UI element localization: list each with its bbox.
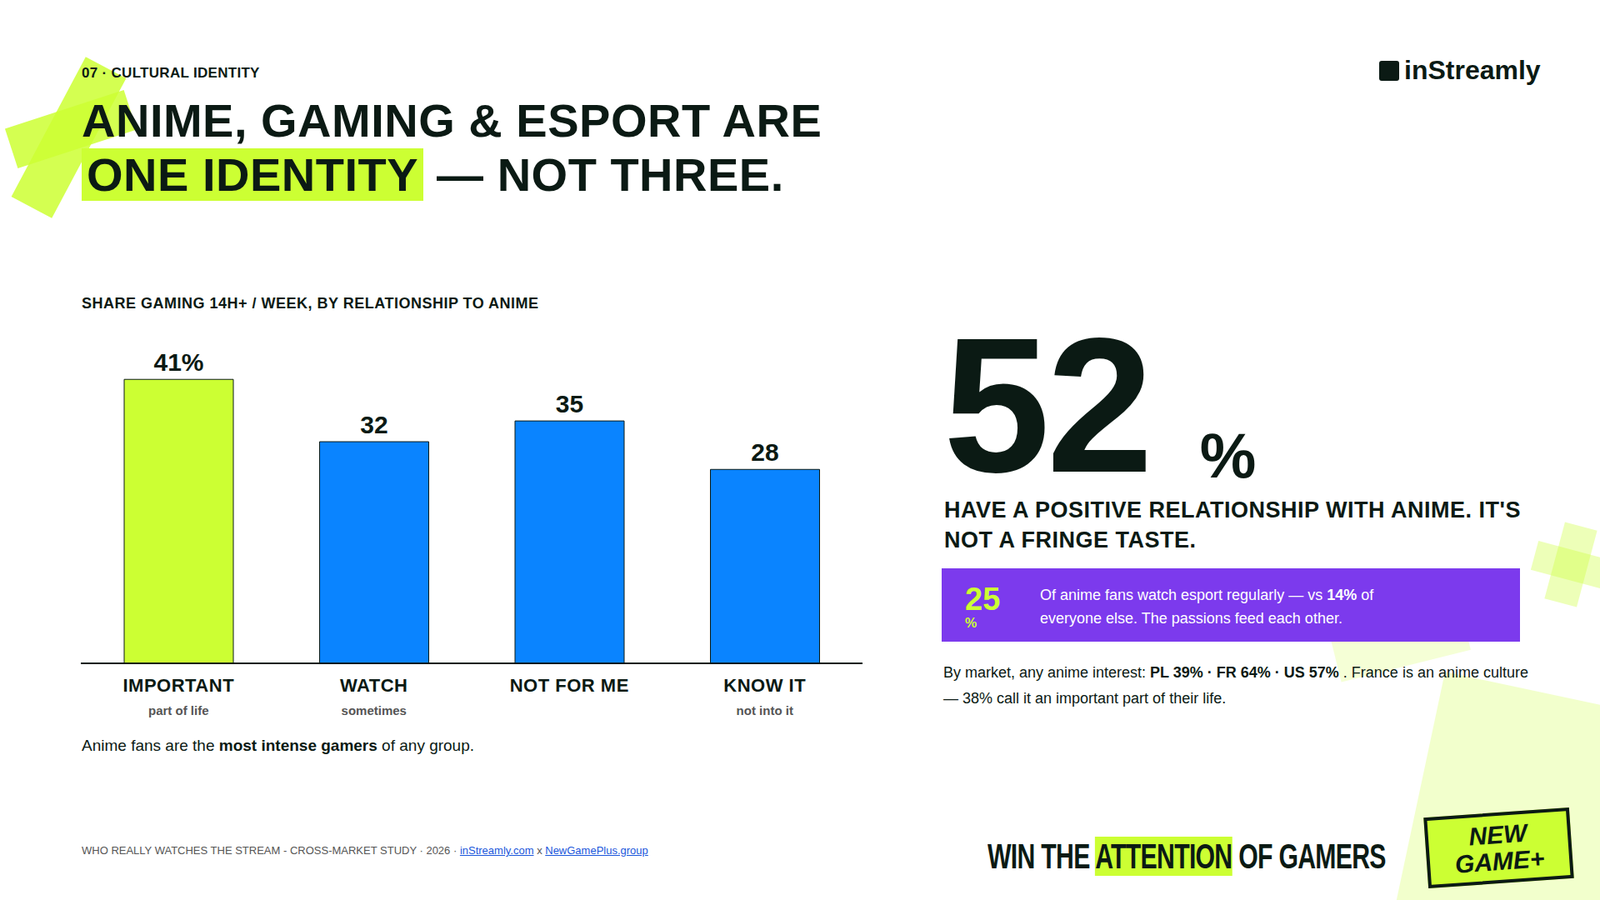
svg-text:32: 32 xyxy=(360,410,388,439)
svg-text:41%: 41% xyxy=(153,348,204,376)
html-text:NEW: NEW xyxy=(1467,818,1528,850)
svg-text:not into it: not into it xyxy=(736,703,794,718)
svg-text:WATCH: WATCH xyxy=(340,675,409,696)
html-text:WIN THE ATTENTION OF GAMERS: WIN THE ATTENTION OF GAMERS xyxy=(987,836,1386,876)
html-text:52: 52 xyxy=(943,298,1150,513)
svg-text:35: 35 xyxy=(555,390,584,418)
svg-text:NOT FOR ME: NOT FOR ME xyxy=(510,675,630,696)
svg-text:IMPORTANT: IMPORTANT xyxy=(122,675,235,696)
html-text:WHO REALLY WATCHES THE STREAM: WHO REALLY WATCHES THE STREAM - CROSS-MA… xyxy=(81,844,649,857)
html-text:ANIME, GAMING & ESPORT ARE: ANIME, GAMING & ESPORT ARE xyxy=(81,94,822,147)
svg-text:sometimes: sometimes xyxy=(341,703,407,718)
svg-text:KNOW IT: KNOW IT xyxy=(723,675,806,696)
html-text:25: 25 xyxy=(965,581,1001,617)
html-text:By market, any anime interest:: By market, any anime interest: PL 39% · … xyxy=(943,664,1529,707)
html-text:Anime fans are the most intens: Anime fans are the most intense gamers o… xyxy=(81,736,475,755)
svg-text:28: 28 xyxy=(750,438,779,466)
html-text:GAME+: GAME+ xyxy=(1454,844,1546,878)
html-text:07 · CULTURAL IDENTITY: 07 · CULTURAL IDENTITY xyxy=(81,65,260,81)
html-text:ONE IDENTITY — NOT THREE.: ONE IDENTITY — NOT THREE. xyxy=(86,148,784,201)
html-text:inStreamly: inStreamly xyxy=(1404,55,1541,85)
html-text:SHARE GAMING 14H+ / WEEK, BY R: SHARE GAMING 14H+ / WEEK, BY RELATIONSHI… xyxy=(81,295,539,312)
svg-text:part of life: part of life xyxy=(148,703,210,718)
html-text:HAVE A POSITIVE RELATIONSHIP W: HAVE A POSITIVE RELATIONSHIP WITH ANIME.… xyxy=(944,497,1521,553)
html-text:Of anime fans watch esport reg: Of anime fans watch esport regularly — v… xyxy=(1040,586,1374,627)
